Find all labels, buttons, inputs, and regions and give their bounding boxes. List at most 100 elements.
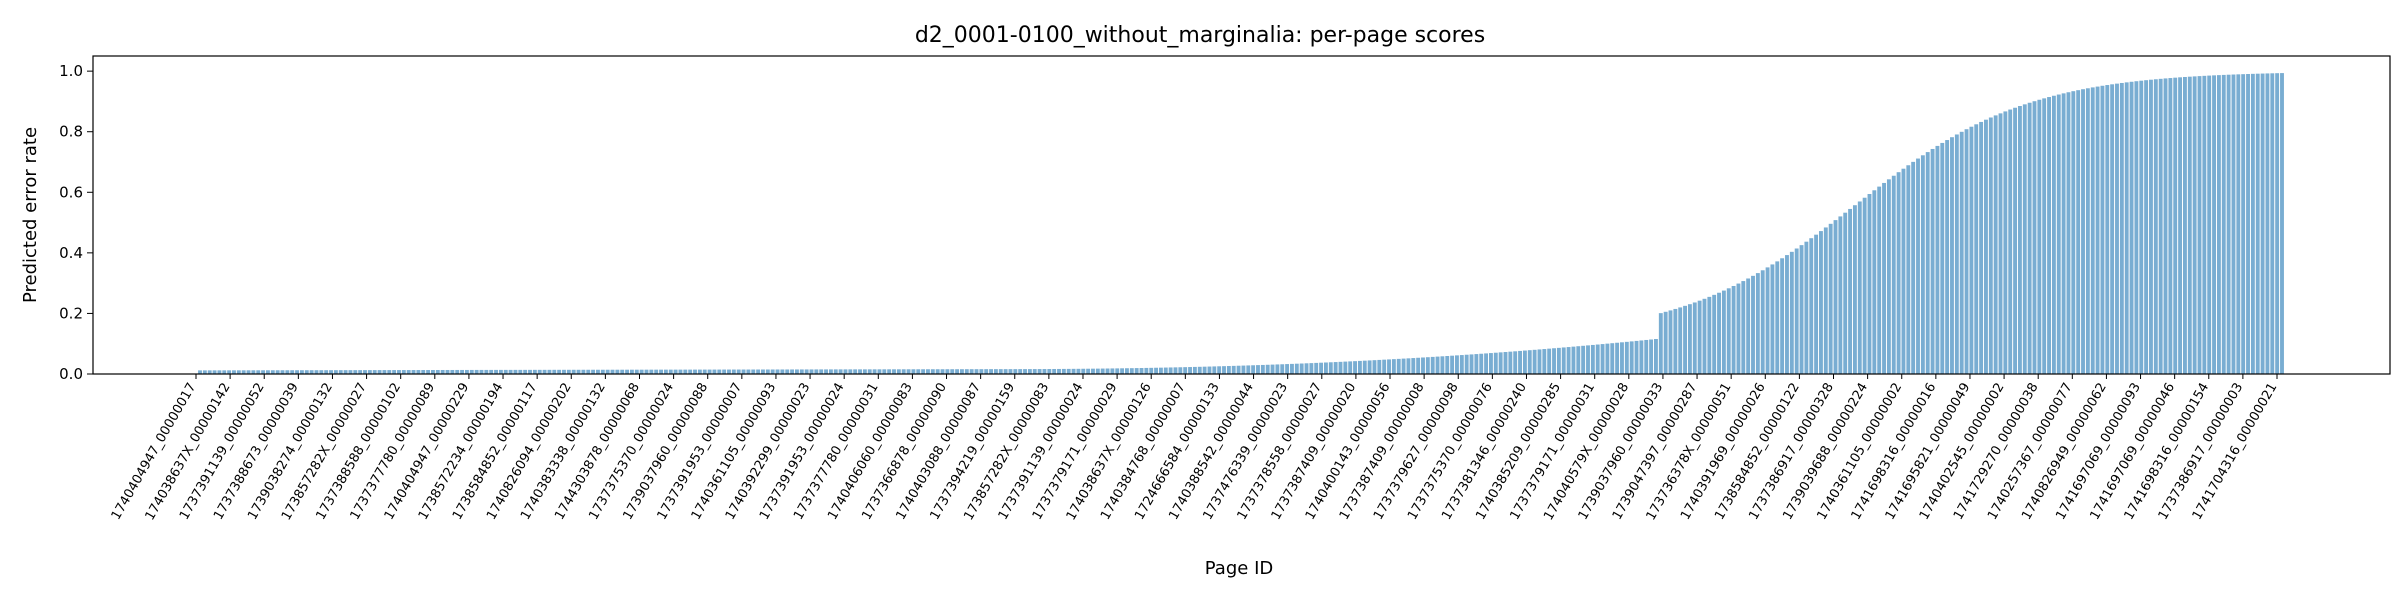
bar bbox=[1100, 368, 1105, 374]
bar bbox=[848, 369, 853, 374]
bar bbox=[2250, 73, 2255, 374]
bar bbox=[1134, 368, 1139, 374]
bar bbox=[484, 369, 489, 374]
bar bbox=[1843, 212, 1848, 374]
bar bbox=[620, 369, 625, 374]
bar bbox=[1838, 216, 1843, 374]
bar bbox=[688, 369, 693, 374]
bar bbox=[261, 370, 266, 374]
bar bbox=[363, 370, 367, 374]
bar bbox=[518, 369, 523, 374]
bar bbox=[1678, 307, 1683, 374]
bar bbox=[246, 370, 251, 374]
bar bbox=[785, 369, 790, 374]
bar bbox=[1988, 117, 1993, 374]
bar bbox=[964, 369, 969, 374]
bar bbox=[2144, 80, 2149, 374]
bar bbox=[1707, 296, 1712, 374]
bar bbox=[566, 369, 571, 374]
bar bbox=[1765, 267, 1770, 374]
bar bbox=[969, 369, 974, 374]
bar bbox=[926, 369, 930, 374]
bar bbox=[1120, 368, 1125, 374]
bar bbox=[532, 369, 537, 374]
bar bbox=[372, 370, 377, 374]
bar bbox=[2187, 76, 2192, 375]
bar bbox=[343, 370, 348, 374]
bar bbox=[629, 369, 634, 374]
bar bbox=[955, 369, 960, 374]
bar bbox=[1319, 362, 1324, 374]
bar bbox=[1158, 367, 1163, 374]
bar bbox=[1401, 358, 1406, 374]
bar bbox=[867, 369, 872, 374]
bar bbox=[814, 369, 819, 374]
bar bbox=[727, 369, 731, 374]
bar bbox=[202, 370, 207, 374]
bar bbox=[1241, 365, 1246, 374]
bar bbox=[1906, 165, 1911, 374]
bar bbox=[1935, 145, 1940, 374]
bar bbox=[266, 370, 270, 374]
x-axis-label: Page ID bbox=[1205, 558, 1273, 579]
bar bbox=[2280, 73, 2284, 374]
bar bbox=[678, 369, 683, 374]
bar bbox=[1789, 251, 1794, 374]
bar bbox=[528, 369, 532, 374]
bar bbox=[1328, 362, 1333, 374]
bar bbox=[1202, 366, 1207, 374]
bar bbox=[1178, 367, 1183, 374]
bar bbox=[1367, 360, 1372, 374]
y-ticks-group: 0.0 0.2 0.4 0.6 0.8 1.0 bbox=[59, 62, 93, 383]
bar bbox=[1925, 152, 1930, 374]
bar bbox=[2032, 101, 2037, 374]
bar bbox=[227, 370, 232, 374]
bar bbox=[2202, 75, 2207, 374]
bar bbox=[1532, 349, 1537, 374]
bar bbox=[469, 369, 474, 374]
bar bbox=[1731, 285, 1736, 374]
bar bbox=[1775, 261, 1780, 374]
bar bbox=[1144, 367, 1149, 374]
bar bbox=[397, 370, 401, 374]
bar bbox=[824, 369, 828, 374]
bar bbox=[1794, 248, 1799, 374]
bar bbox=[2212, 75, 2216, 374]
bar bbox=[2081, 89, 2085, 375]
bar bbox=[1484, 353, 1489, 374]
bar bbox=[450, 369, 455, 374]
bar bbox=[2071, 91, 2076, 375]
bar bbox=[1950, 137, 1954, 374]
bar bbox=[1979, 121, 1984, 374]
bar bbox=[1008, 369, 1013, 374]
bar bbox=[2090, 87, 2095, 374]
bar bbox=[1464, 354, 1469, 374]
bar bbox=[1285, 364, 1290, 374]
bar bbox=[887, 369, 892, 374]
bar bbox=[319, 370, 324, 374]
bar bbox=[411, 370, 416, 374]
bar bbox=[1576, 346, 1581, 374]
bar bbox=[474, 369, 479, 374]
bar bbox=[1207, 366, 1212, 374]
bar bbox=[421, 370, 426, 374]
bar bbox=[751, 369, 756, 374]
bar bbox=[901, 369, 906, 374]
bar bbox=[1042, 369, 1047, 374]
bar bbox=[649, 369, 654, 374]
bar bbox=[401, 370, 406, 374]
bar bbox=[1003, 369, 1008, 374]
bar bbox=[1634, 340, 1639, 374]
bar bbox=[950, 369, 955, 374]
bar bbox=[503, 369, 508, 374]
bar bbox=[2255, 73, 2260, 374]
bar bbox=[1353, 361, 1357, 374]
bar bbox=[1974, 124, 1979, 374]
bar bbox=[1013, 369, 1018, 374]
bar bbox=[1018, 369, 1023, 374]
bar bbox=[1076, 368, 1081, 374]
bar bbox=[1343, 361, 1348, 374]
bar bbox=[2231, 74, 2236, 375]
bar bbox=[877, 369, 882, 374]
bar bbox=[314, 370, 319, 374]
